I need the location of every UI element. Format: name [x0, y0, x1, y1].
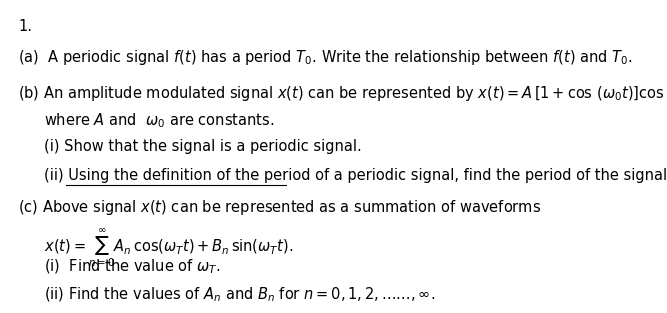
Text: (ii) Using the definition of the period of a periodic signal, find the period of: (ii) Using the definition of the period … [44, 168, 667, 183]
Text: $x(t) = \sum_{n=0}^{\infty} A_n\,\cos(\omega_T t) + B_n\,\sin(\omega_T t)$.: $x(t) = \sum_{n=0}^{\infty} A_n\,\cos(\o… [44, 227, 293, 269]
Text: (ii) Find the values of $A_n$ and $B_n$ for $n = 0, 1, 2, \ldots\ldots, \infty$.: (ii) Find the values of $A_n$ and $B_n$ … [44, 286, 436, 305]
Text: (c) Above signal $x(t)$ can be represented as a summation of waveforms: (c) Above signal $x(t)$ can be represent… [18, 198, 542, 217]
Text: (a)  A periodic signal $f(t)$ has a period $T_0$. Write the relationship between: (a) A periodic signal $f(t)$ has a perio… [18, 48, 633, 67]
Text: (i) Show that the signal is a periodic signal.: (i) Show that the signal is a periodic s… [44, 139, 362, 154]
Text: 1.: 1. [18, 19, 32, 34]
Text: where $A$ and  $\omega_0$ are constants.: where $A$ and $\omega_0$ are constants. [44, 112, 274, 131]
Text: (b) An amplitude modulated signal $x(t)$ can be represented by $x(t) = A\,[1 + \: (b) An amplitude modulated signal $x(t)$… [18, 85, 667, 104]
Text: (i)  Find the value of $\omega_T$.: (i) Find the value of $\omega_T$. [44, 257, 221, 276]
